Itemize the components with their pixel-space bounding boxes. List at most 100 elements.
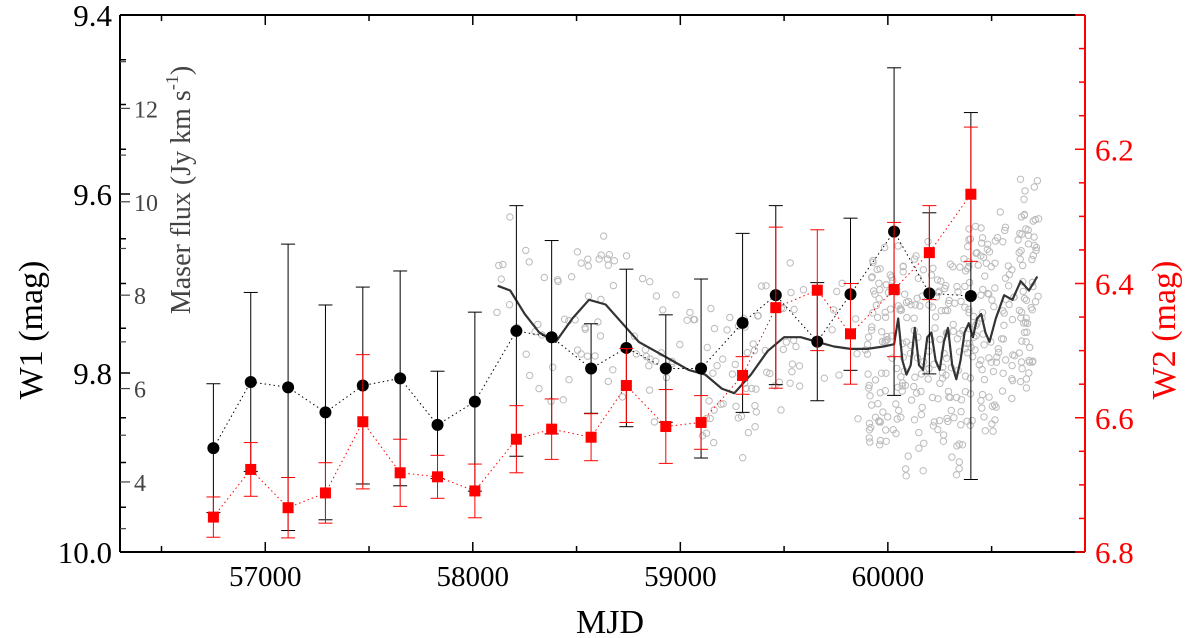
maser-point [980, 341, 988, 349]
maser-axis-label-sup: -1 [162, 75, 182, 90]
maser-point [763, 368, 771, 376]
maser-point [719, 400, 727, 408]
maser-point [873, 265, 881, 274]
maser-point [870, 287, 878, 295]
maser-point [522, 350, 530, 358]
maser-point [978, 390, 987, 399]
maser-point [980, 375, 989, 384]
y-left-tick-label: 9.6 [73, 177, 112, 212]
maser-point [690, 315, 699, 324]
maser-point [881, 243, 889, 252]
maser-point [852, 315, 860, 323]
maser-point [989, 427, 997, 435]
maser-point [981, 427, 989, 435]
maser-point [911, 301, 919, 309]
maser-point [937, 277, 945, 285]
w2-point [585, 431, 597, 443]
maser-point [971, 346, 979, 354]
maser-point [910, 416, 919, 424]
maser-point [752, 408, 760, 416]
maser-point [910, 382, 918, 391]
maser-point [559, 396, 567, 404]
maser-point [865, 384, 873, 392]
maser-point [777, 406, 785, 414]
maser-point [901, 290, 909, 298]
maser-point [642, 352, 650, 361]
maser-point [999, 238, 1007, 246]
w1-point [431, 418, 444, 431]
maser-point [991, 237, 999, 245]
w2-point [394, 467, 406, 479]
maser-point [1022, 338, 1030, 346]
maser-point [994, 348, 1003, 357]
w2-point [770, 302, 782, 314]
maser-point [985, 290, 993, 298]
w2-point [660, 420, 672, 432]
maser-point [915, 428, 923, 437]
maser-point [632, 350, 640, 358]
maser-point [1004, 262, 1012, 270]
maser-point [965, 305, 973, 313]
maser-point [965, 235, 973, 244]
maser-point [883, 335, 891, 344]
maser-point [977, 356, 985, 364]
maser-point [799, 286, 808, 294]
maser-point [622, 252, 631, 260]
maser-point [869, 256, 877, 265]
maser-point [1014, 236, 1022, 244]
maser-point [929, 264, 937, 272]
maser-point [910, 314, 918, 322]
w2-point [620, 380, 632, 392]
maser-point [829, 306, 838, 314]
maser-point [584, 262, 592, 270]
maser-point [871, 376, 880, 384]
maser-point [933, 276, 942, 284]
maser-point [999, 335, 1008, 343]
maser-point [577, 259, 585, 267]
maser-point [884, 413, 892, 421]
maser-point [865, 434, 873, 442]
y-inner-tick-label: 12 [134, 97, 158, 123]
maser-point [1001, 274, 1010, 282]
maser-point [651, 357, 660, 365]
maser-point [992, 358, 1001, 366]
maser-point [947, 406, 955, 415]
maser-point [894, 383, 902, 391]
maser-point [878, 328, 886, 336]
maser-point [1002, 356, 1010, 364]
maser-point [928, 393, 937, 402]
w1-point [282, 381, 295, 394]
maser-point [1030, 233, 1038, 241]
maser-point [1020, 210, 1029, 219]
maser-point [1029, 217, 1037, 225]
maser-point [1032, 243, 1041, 252]
maser-point [754, 311, 762, 320]
maser-point [596, 332, 605, 340]
maser-point [584, 292, 593, 300]
maser-point [973, 249, 981, 257]
maser-point [863, 350, 872, 358]
maser-point [869, 309, 877, 317]
w1-point [585, 362, 598, 375]
maser-point [915, 444, 923, 452]
maser-point [941, 284, 949, 293]
y-left-tick-label: 9.8 [73, 356, 112, 391]
maser-point [1023, 328, 1031, 336]
maser-point [710, 406, 718, 414]
w1-point [319, 406, 332, 419]
maser-point [597, 251, 605, 259]
maser-point [904, 452, 912, 460]
maser-point [899, 262, 907, 270]
maser-point [875, 417, 883, 425]
maser-point [991, 284, 999, 292]
maser-point [1005, 270, 1013, 279]
maser-point [952, 393, 961, 402]
maser-point [917, 387, 925, 396]
maser-point [522, 246, 530, 255]
maser-point [1016, 175, 1025, 184]
maser-point [866, 392, 874, 400]
maser-point [820, 374, 828, 382]
maser-point [902, 338, 911, 346]
maser-point [1005, 300, 1013, 309]
maser-point [988, 402, 997, 410]
